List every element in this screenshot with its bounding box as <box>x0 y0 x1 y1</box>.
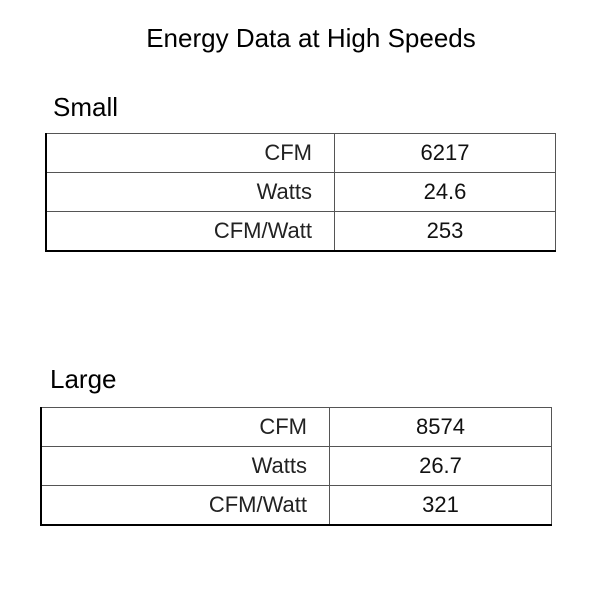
energy-table-large: CFM 8574 Watts 26.7 CFM/Watt 321 <box>40 407 552 526</box>
table-row: Watts 24.6 <box>45 172 556 212</box>
section-title-small: Small <box>53 92 119 122</box>
energy-table-small: CFM 6217 Watts 24.6 CFM/Watt 253 <box>45 133 556 252</box>
table-row: CFM 6217 <box>45 133 556 173</box>
table-row: CFM 8574 <box>40 407 552 447</box>
row-label-cfm-per-watt: CFM/Watt <box>45 211 335 252</box>
row-value-cfm: 8574 <box>329 407 552 447</box>
row-label-watts: Watts <box>45 172 335 212</box>
table-row: CFM/Watt 253 <box>45 211 556 252</box>
row-label-watts: Watts <box>40 446 330 486</box>
page-title: Energy Data at High Speeds <box>146 23 476 53</box>
row-value-cfm-per-watt: 321 <box>329 485 552 526</box>
row-value-watts: 26.7 <box>329 446 552 486</box>
row-label-cfm-per-watt: CFM/Watt <box>40 485 330 526</box>
section-title-large: Large <box>50 364 117 394</box>
row-label-cfm: CFM <box>40 407 330 447</box>
row-value-cfm: 6217 <box>334 133 556 173</box>
table-row: Watts 26.7 <box>40 446 552 486</box>
row-value-cfm-per-watt: 253 <box>334 211 556 252</box>
row-label-cfm: CFM <box>45 133 335 173</box>
table-row: CFM/Watt 321 <box>40 485 552 526</box>
row-value-watts: 24.6 <box>334 172 556 212</box>
